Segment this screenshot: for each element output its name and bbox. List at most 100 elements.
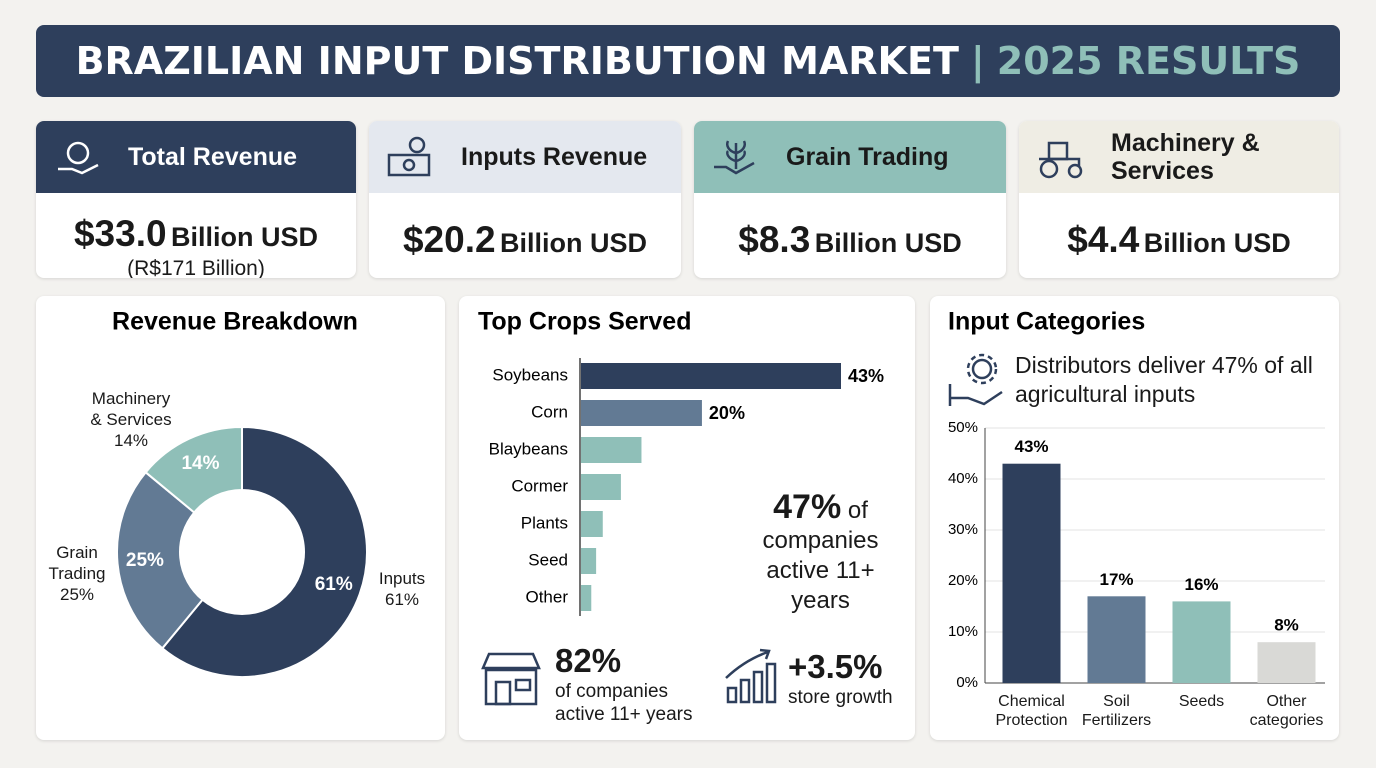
kpi-unit: Billion USD [500, 228, 648, 258]
y-tick-label: 50% [948, 419, 978, 436]
kpi-value-line: $33.0 Billion USD [36, 213, 356, 255]
x-tick-label: Seeds [1178, 693, 1225, 710]
kpi-title: Inputs Revenue [461, 143, 648, 171]
chart-title: Top Crops Served [478, 308, 691, 336]
annotation: 47% of companies active 11+ years [748, 490, 893, 616]
chart-title: Revenue Breakdown [112, 308, 358, 336]
kpi-value-line: $8.3 Billion USD [694, 219, 1006, 261]
outer-label: Machinery & Services 14% [71, 388, 191, 451]
kpi-header: Machinery & Services [1019, 121, 1339, 193]
kpi-value-line: $20.2 Billion USD [369, 219, 681, 261]
bar [581, 511, 603, 537]
outer-label-name: Machinery & Services [90, 389, 172, 429]
outer-label: Inputs 61% [342, 568, 462, 610]
annotation-value: 47% [773, 488, 842, 526]
x-tick-label: Soil Fertilizers [1081, 693, 1152, 729]
kpi-value-line: $4.4 Billion USD [1019, 219, 1339, 261]
donut-slice [116, 470, 204, 650]
bar [581, 474, 621, 500]
kpi-unit: Billion USD [814, 228, 962, 258]
kpi-card: Total Revenue $33.0 Billion USD (R$171 Bil… [36, 121, 356, 278]
kpi-card: Grain Trading $8.3 Billion USD [694, 121, 1006, 278]
category-label: Seed [528, 550, 568, 569]
kpi-unit: Billion USD [171, 222, 319, 252]
bar [581, 437, 642, 463]
bar [1257, 642, 1316, 683]
kpi-header: Grain Trading [694, 121, 1006, 193]
outer-label-value: 61% [384, 590, 420, 609]
bar [581, 363, 841, 389]
annotation: 82% of companies active 11+ years [555, 642, 705, 726]
kpi-title: Total Revenue [128, 143, 298, 171]
value-label: 43% [848, 366, 884, 386]
growth-icon [725, 648, 777, 704]
kpi-icon [387, 136, 431, 177]
y-tick-label: 0% [956, 674, 978, 691]
kpi-unit: Billion USD [1143, 228, 1291, 258]
header: BRAZILIAN INPUT DISTRIBUTION MARKET | 20… [36, 25, 1340, 97]
header-subtitle: 2025 RESULTS [996, 39, 1301, 83]
category-label: Soybeans [492, 365, 568, 384]
chart-subtitle: Distributors deliver 47% of all agricult… [1015, 352, 1313, 407]
y-tick-label: 10% [948, 623, 978, 640]
category-label: Cormer [511, 476, 568, 495]
kpi-value: $4.4 [1067, 219, 1140, 260]
outer-label-name: Inputs [378, 569, 426, 588]
kpi-value: $20.2 [402, 219, 496, 260]
donut-slice [144, 425, 243, 514]
x-tick-label: Chemical Protection [995, 693, 1068, 729]
kpi-value: $8.3 [738, 219, 811, 260]
chart-title: Input Categories [948, 308, 1145, 336]
kpi-title: Grain Trading [786, 143, 949, 171]
header-title: BRAZILIAN INPUT DISTRIBUTION MARKET [75, 39, 959, 83]
slice-label: 61% [315, 574, 353, 595]
annotation: +3.5% store growth [788, 648, 908, 709]
outer-label-value: 14% [113, 431, 149, 450]
value-label: 43% [1014, 437, 1048, 456]
y-tick-label: 20% [948, 572, 978, 589]
annotation-text: of companies active 11+ years [555, 681, 693, 725]
gear-hand-icon [948, 353, 1003, 406]
kpi-title: Machinery & Services [1111, 129, 1260, 185]
kpi-header: Inputs Revenue [369, 121, 681, 193]
bar [581, 585, 592, 611]
value-label: 16% [1184, 575, 1218, 594]
kpi-icon [1039, 141, 1083, 179]
kpi-card: Inputs Revenue $20.2 Billion USD [369, 121, 681, 278]
annotation-value: +3.5% [788, 648, 883, 685]
kpi-header: Total Revenue [36, 121, 356, 193]
kpi-card: Machinery & Services $4.4 Billion USD [1019, 121, 1339, 278]
annotation-text: of companies active 11+ years [762, 497, 879, 614]
slice-label: 14% [181, 453, 219, 474]
bar [1087, 596, 1146, 683]
kpi-icon [58, 141, 99, 175]
slice-label: 25% [126, 550, 164, 571]
bar [1172, 601, 1231, 683]
category-label: Plants [521, 513, 568, 532]
donut-slice [160, 425, 368, 678]
category-label: Corn [531, 402, 568, 421]
store-icon [481, 652, 541, 706]
y-tick-label: 30% [948, 521, 978, 538]
kpi-value: $33.0 [73, 213, 167, 254]
category-label: Other [525, 587, 568, 606]
bar [581, 400, 702, 426]
annotation-value: 82% [555, 642, 622, 679]
outer-label-name: Grain Trading [48, 543, 106, 583]
annotation-text: store growth [788, 687, 893, 708]
category-label: Blaybeans [489, 439, 568, 458]
kpi-note: (R$171 Billion) [127, 257, 265, 278]
bar [1002, 463, 1061, 683]
x-tick-label: Other categories [1249, 693, 1324, 729]
outer-label: Grain Trading 25% [17, 542, 137, 605]
outer-label-value: 25% [59, 585, 95, 604]
value-label: 17% [1099, 570, 1133, 589]
value-label: 8% [1274, 616, 1299, 635]
value-label: 20% [709, 403, 745, 423]
y-tick-label: 40% [948, 470, 978, 487]
header-separator: | [970, 39, 985, 83]
bar [581, 548, 597, 574]
kpi-icon [714, 140, 755, 175]
